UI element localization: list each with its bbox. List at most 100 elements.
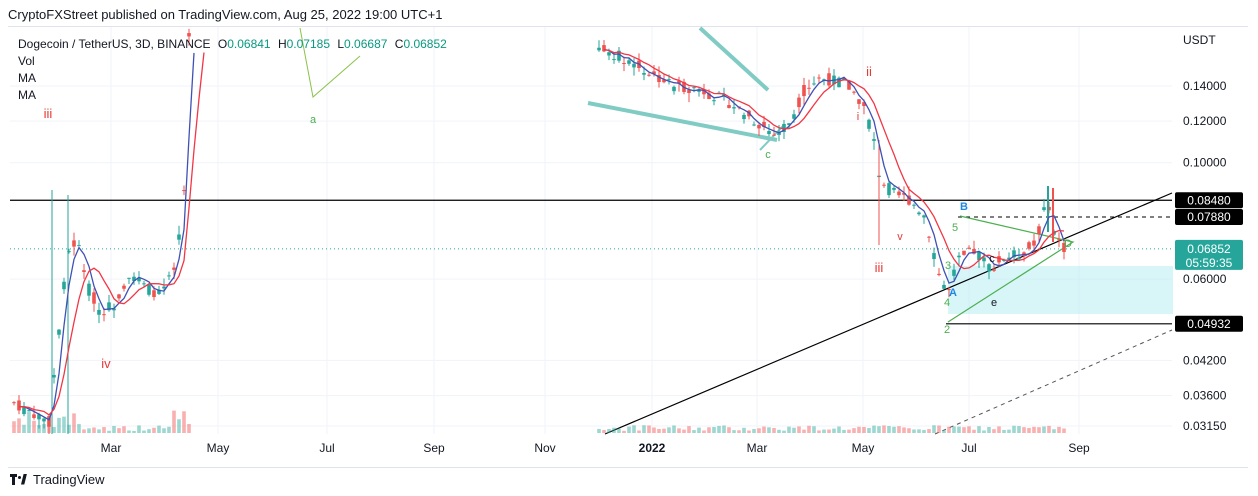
legend-low-value: 0.06687: [344, 37, 388, 51]
candle-body: [997, 256, 1001, 263]
candle-body: [127, 277, 131, 279]
volume-bar: [102, 427, 106, 433]
candle-body: [87, 283, 91, 296]
price-tag-low: 0.04932: [1187, 317, 1231, 331]
volume-bar: [857, 426, 861, 433]
candle-body: [932, 253, 936, 260]
volume-bar: [162, 428, 166, 433]
volume-bar: [1047, 425, 1051, 433]
volume-bar: [1032, 426, 1036, 433]
volume-bar: [817, 430, 821, 433]
legend-indicator-vol[interactable]: Vol: [18, 54, 35, 68]
chart-legend: Dogecoin / TetherUS, 3D, BINANCE O0.0684…: [18, 36, 447, 104]
candle-body: [97, 309, 101, 315]
volume-bar: [602, 430, 606, 433]
volume-bar: [1017, 426, 1021, 433]
wave-label: iv: [101, 356, 111, 371]
candle-body: [642, 72, 646, 75]
candle-body: [987, 264, 991, 272]
candle-body: [32, 414, 36, 418]
volume-bar: [1007, 429, 1011, 433]
volume-bar: [882, 425, 886, 433]
legend-low-label: L: [337, 37, 345, 51]
candle-body: [167, 275, 171, 277]
candle-body: [617, 50, 621, 61]
volume-bar: [702, 430, 706, 433]
candle-body: [1012, 250, 1016, 258]
wave-a-lines: [299, 27, 361, 98]
wave-label: 5: [952, 222, 958, 234]
chart-frame[interactable]: [8, 26, 1248, 468]
volume-bar: [727, 427, 731, 433]
legend-high-value: 0.07185: [286, 37, 331, 51]
volume-bar: [982, 430, 986, 433]
chart-boxes: [948, 266, 1173, 314]
candle-body: [857, 99, 861, 104]
wave-label: D: [1064, 238, 1072, 250]
candle-body: [147, 284, 151, 295]
legend-indicator-ma-2[interactable]: MA: [18, 88, 36, 102]
volume-bar: [957, 426, 961, 433]
rising-trendline: [604, 192, 1173, 435]
candle-body: [652, 71, 656, 74]
volume-bar: [752, 429, 756, 433]
candle-body: [172, 267, 176, 270]
volume-bar: [92, 427, 96, 433]
wave-label: e: [991, 297, 997, 309]
candle-body: [12, 402, 16, 404]
currency-label: USDT: [1183, 33, 1216, 47]
legend-open-value: 0.06841: [227, 37, 271, 51]
volume-bar: [787, 426, 791, 433]
candle-body: [727, 105, 731, 108]
legend-symbol[interactable]: Dogecoin / TetherUS, 3D, BINANCE: [18, 37, 211, 51]
candle-body: [692, 87, 696, 89]
wave-label: 4: [944, 297, 950, 309]
brand-name: TradingView: [33, 472, 105, 487]
candle-body: [27, 410, 31, 412]
volume-bar: [607, 429, 611, 433]
candle-body: [977, 251, 981, 261]
volume-bar: [937, 425, 941, 433]
volume-bar: [612, 427, 616, 433]
tradingview-logo-icon: [10, 473, 28, 486]
legend-indicator-ma-1[interactable]: MA: [18, 71, 36, 85]
candle-body: [132, 276, 136, 282]
volume-bar: [167, 426, 171, 433]
candle-body: [972, 248, 976, 254]
volume-bar: [742, 427, 746, 433]
candle-body: [772, 134, 776, 136]
tradingview-brand[interactable]: TradingView: [10, 472, 105, 487]
candle-body: [47, 416, 51, 427]
x-tick-label: Jul: [319, 441, 334, 455]
volume-bar: [1052, 429, 1056, 433]
candle-body: [157, 289, 161, 294]
volume-bar: [157, 425, 161, 433]
y-tick-label: 0.04200: [1183, 353, 1227, 367]
channel-line-lower: [587, 101, 778, 142]
candle-body: [867, 119, 871, 129]
volume-bar: [747, 430, 751, 433]
triangle-pattern: [947, 215, 1075, 323]
volume-bar: [172, 410, 176, 433]
legend-close-value: 0.06852: [403, 37, 447, 51]
candle-body: [1037, 226, 1041, 235]
chart-grid: [10, 27, 1172, 434]
candle-body: [837, 77, 841, 88]
x-tick-label: May: [852, 441, 875, 455]
candle-body: [1017, 257, 1021, 260]
volume-bar: [152, 427, 156, 433]
last-price-tag-bg: [1175, 239, 1243, 270]
candle-body: [902, 193, 906, 195]
volume-bar: [837, 426, 841, 433]
price-tag-mid: 0.07880: [1187, 210, 1231, 224]
volume-bar: [1057, 426, 1061, 433]
candle-body: [992, 269, 996, 271]
candle-body: [1057, 239, 1061, 241]
volume-bar: [842, 429, 846, 433]
volume-bar: [932, 425, 936, 433]
volume-bar: [912, 429, 916, 433]
candle-body: [622, 63, 626, 65]
wave-label: iii: [44, 106, 53, 121]
candle-body: [182, 190, 186, 192]
